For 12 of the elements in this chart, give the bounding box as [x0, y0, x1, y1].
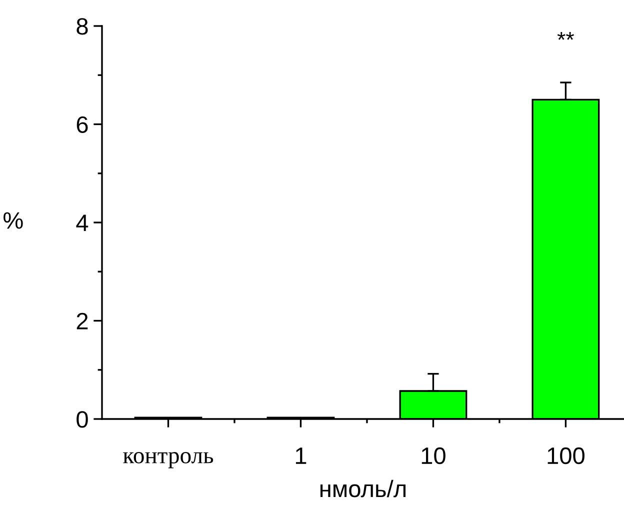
y-tick-label: 0: [76, 411, 88, 428]
y-tick-label: 4: [76, 214, 88, 232]
y-tick-label: 2: [76, 312, 88, 330]
x-tick-label: контроль: [123, 452, 214, 468]
y-tick-label: 6: [76, 116, 88, 134]
y-tick-label: 8: [76, 18, 88, 35]
x-tick-label: 100: [548, 447, 584, 464]
annotation: **: [557, 32, 574, 40]
x-tick-label: 1: [296, 448, 306, 464]
x-axis-title: нмоль/л: [320, 480, 406, 498]
x-tick-label: 10: [422, 447, 446, 464]
y-axis-title: %: [4, 212, 23, 229]
